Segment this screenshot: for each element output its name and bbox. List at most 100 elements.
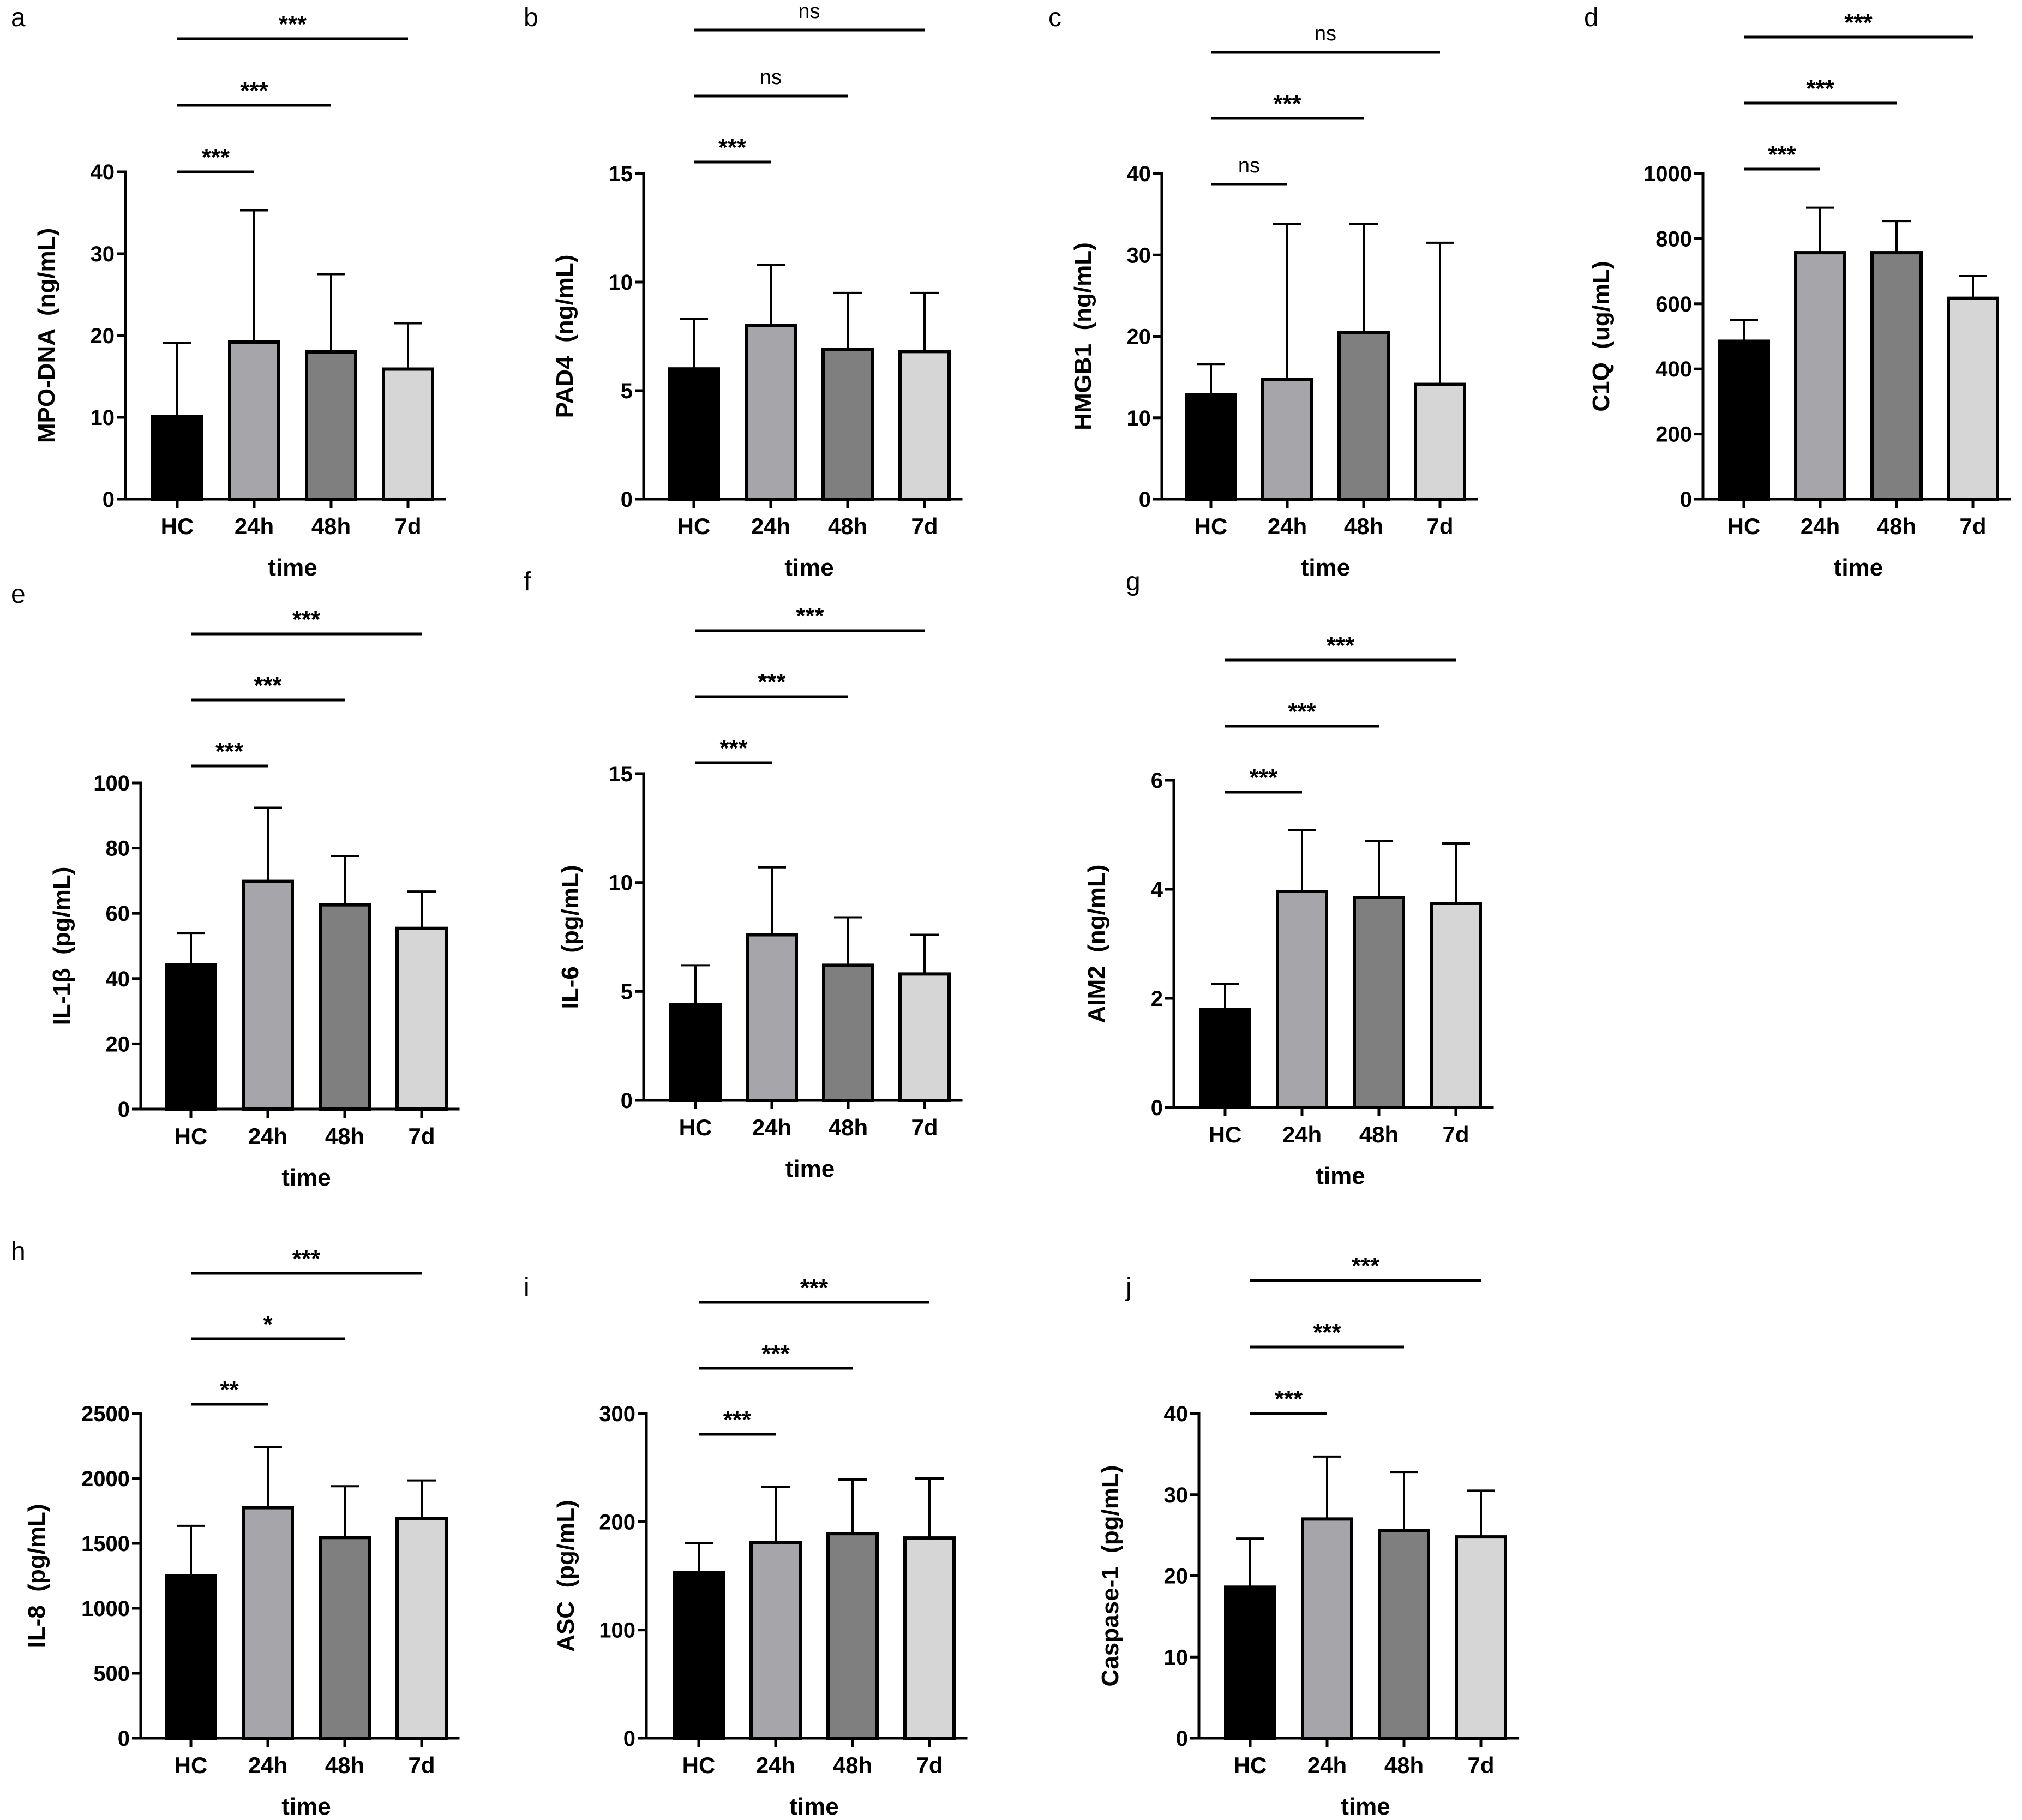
x-tick-label: 7d <box>408 1123 435 1149</box>
x-tick-label: 24h <box>1801 513 1840 539</box>
bar-24h <box>242 1506 294 1740</box>
y-tick-label: 300 <box>599 1402 635 1426</box>
bar-48h <box>1378 1529 1430 1740</box>
y-tick-label: 30 <box>1164 1483 1189 1507</box>
y-tick-label: 40 <box>1127 162 1151 186</box>
y-tick-label: 600 <box>1655 292 1692 316</box>
panel-letter: c <box>1048 3 1061 32</box>
x-tick-label: 24h <box>751 513 790 539</box>
y-tick-label: 20 <box>1127 325 1151 349</box>
bar-24h <box>1261 378 1313 501</box>
y-axis-title: C1Q (ug/mL) <box>1588 261 1615 411</box>
bar-24h <box>746 933 798 1103</box>
x-axis-title: time <box>281 1793 331 1820</box>
x-tick-label: 7d <box>911 1115 938 1140</box>
significance-label: *** <box>1288 698 1316 725</box>
panel-e: e 0 20 40 60 80 100 HC 24h 48h 7d time IL-1β (pg/mL)… <box>11 580 460 1191</box>
y-axis-title: IL-8 (pg/mL) <box>23 1504 50 1648</box>
bar-48h <box>319 1536 371 1740</box>
y-tick-label: 15 <box>609 762 633 786</box>
bar-hc <box>165 1574 217 1740</box>
y-tick-label: 5 <box>621 379 633 403</box>
y-tick-label: 500 <box>93 1662 130 1686</box>
x-axis-title: time <box>784 554 833 581</box>
panel-letter: g <box>1126 567 1141 596</box>
y-tick-label: 60 <box>106 902 130 926</box>
y-tick-label: 30 <box>91 242 115 266</box>
x-tick-label: HC <box>1727 513 1761 539</box>
y-tick-label: 20 <box>91 324 115 348</box>
x-axis-title: time <box>1341 1793 1390 1820</box>
significance-label: *** <box>240 77 268 104</box>
x-tick-label: HC <box>677 513 711 539</box>
x-tick-label: 7d <box>408 1752 435 1778</box>
x-axis-title: time <box>1301 554 1350 581</box>
panel-h: h 0 500 1000 1500 2000 2500 HC 24h 48h 7d time IL-8 … <box>11 1237 460 1820</box>
y-tick-label: 200 <box>1655 423 1692 447</box>
y-tick-label: 20 <box>1164 1565 1189 1589</box>
bar-24h <box>242 879 294 1111</box>
panel-letter: e <box>11 580 26 609</box>
y-tick-label: 400 <box>1655 357 1692 381</box>
significance-label: *** <box>796 603 824 630</box>
x-tick-label: 7d <box>1467 1752 1494 1778</box>
bar-48h <box>1337 331 1390 501</box>
significance-label: *** <box>761 1340 790 1367</box>
x-tick-label: HC <box>679 1115 712 1140</box>
panel-g: g 0 2 4 6 HC 24h 48h 7d time AIM2 (ng/mL) *** *** *** <box>1083 567 1494 1189</box>
x-tick-label: 24h <box>235 513 274 539</box>
bar-hc <box>669 1003 722 1102</box>
panel-i: i 0 100 200 300 HC 24h 48h 7d time ASC (pg/mL) *** *… <box>524 1273 968 1820</box>
y-tick-label: 10 <box>91 406 115 430</box>
x-tick-label: 24h <box>248 1752 287 1778</box>
y-axis-title: ASC (pg/mL) <box>553 1500 579 1652</box>
bar-7d <box>903 1536 956 1740</box>
panel-letter: a <box>11 3 26 32</box>
bar-hc <box>1199 1008 1251 1109</box>
y-tick-label: 0 <box>621 488 633 512</box>
x-axis-title: time <box>1834 554 1883 581</box>
x-tick-label: 48h <box>1877 513 1916 539</box>
significance-label: *** <box>1275 1386 1303 1412</box>
panel-letter: b <box>524 3 538 32</box>
bar-hc <box>1718 339 1770 501</box>
x-tick-label: 7d <box>911 513 938 539</box>
panel-a: a 0 10 20 30 40 HC 24h 48h 7d time MPO-DNA (ng/mL) *… <box>11 3 446 581</box>
y-tick-label: 15 <box>609 162 633 186</box>
y-tick-label: 40 <box>91 160 115 184</box>
y-tick-label: 2000 <box>81 1467 130 1491</box>
x-tick-label: 24h <box>1268 513 1307 539</box>
y-tick-label: 100 <box>599 1619 635 1643</box>
x-tick-label: 24h <box>756 1752 795 1778</box>
bar-hc <box>1185 393 1237 501</box>
x-axis-title: time <box>785 1156 835 1182</box>
bar-hc <box>151 415 203 501</box>
x-tick-label: 24h <box>752 1115 791 1140</box>
bar-hc <box>1224 1585 1276 1740</box>
panel-j: j 0 10 20 30 40 HC 24h 48h 7d time Caspase-1 (pg/mL… <box>1097 1253 1519 1820</box>
bar-7d <box>1947 296 1999 501</box>
panel-letter: f <box>524 567 531 596</box>
significance-label: *** <box>723 1406 752 1433</box>
x-tick-label: 24h <box>1307 1752 1347 1778</box>
x-tick-label: 48h <box>325 1123 364 1149</box>
significance-label: *** <box>202 144 230 171</box>
significance-label: *** <box>1313 1319 1341 1346</box>
y-tick-label: 800 <box>1655 227 1692 251</box>
significance-label: *** <box>292 606 321 633</box>
y-tick-label: 4 <box>1151 878 1163 902</box>
y-tick-label: 10 <box>609 271 633 295</box>
y-tick-label: 10 <box>609 871 633 895</box>
bar-48h <box>319 903 371 1111</box>
significance-label: *** <box>215 738 244 765</box>
panel-letter: j <box>1125 1273 1132 1302</box>
y-tick-label: 10 <box>1127 406 1151 430</box>
x-tick-label: 7d <box>916 1752 943 1778</box>
significance-label: *** <box>1844 9 1873 36</box>
bar-24h <box>1301 1517 1353 1740</box>
y-tick-label: 80 <box>106 837 130 861</box>
y-tick-label: 2 <box>1151 987 1163 1011</box>
y-tick-label: 40 <box>1164 1402 1189 1426</box>
